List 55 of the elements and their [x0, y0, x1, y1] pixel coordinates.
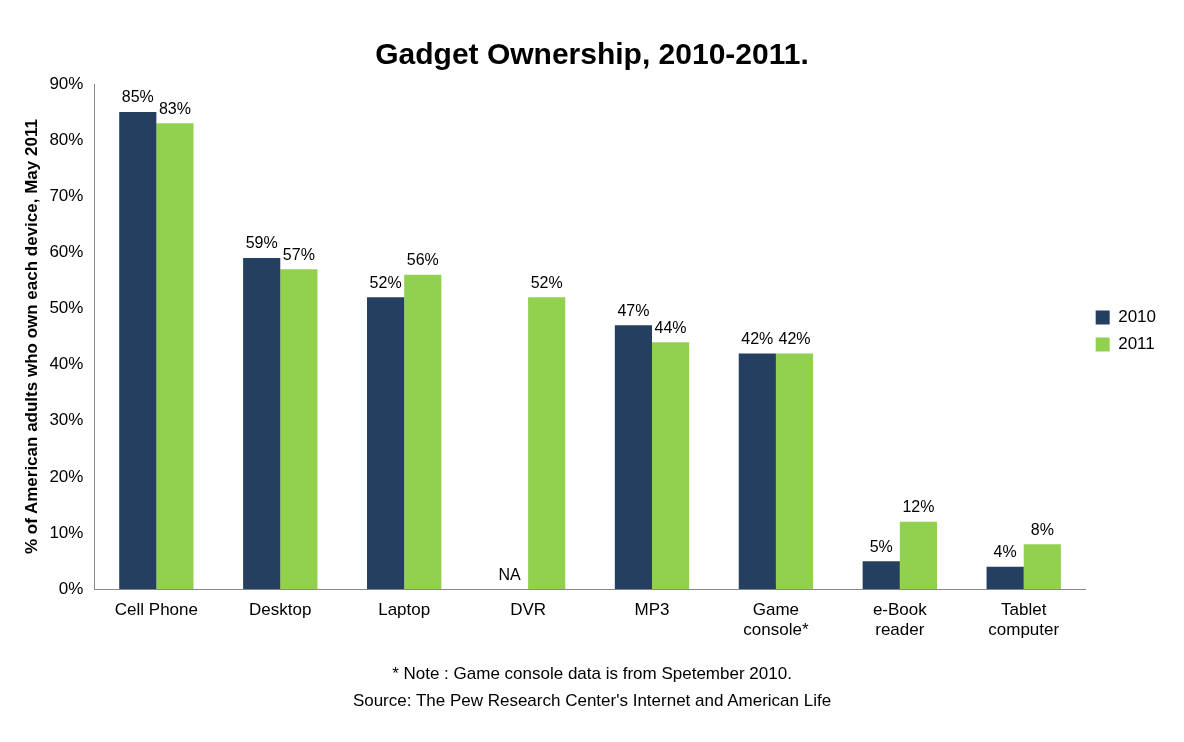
x-tick-label: DVR — [510, 600, 547, 620]
data-label: 52% — [530, 273, 563, 291]
y-axis-title: % of American adults who own each device, May 2011 — [21, 119, 41, 555]
data-label: 57% — [282, 245, 315, 263]
x-tick-label: Tablet computer — [988, 600, 1060, 640]
y-tick-label: 70% — [49, 185, 84, 205]
bar — [652, 342, 690, 590]
data-label: 47% — [617, 301, 650, 319]
y-tick-label: 0% — [58, 578, 84, 598]
y-tick-label: 30% — [49, 410, 84, 430]
y-tick-label: 80% — [49, 129, 84, 149]
x-tick-label: e-Book reader — [872, 600, 928, 640]
y-tick-label: 10% — [49, 522, 84, 542]
legend-label: 2011 — [1118, 334, 1155, 354]
bar — [899, 521, 937, 590]
y-tick-label: 50% — [49, 298, 84, 318]
bar — [404, 274, 442, 590]
y-tick-label: 60% — [49, 242, 84, 262]
bar — [156, 123, 194, 590]
data-label: 59% — [245, 234, 278, 252]
data-label: 5% — [869, 537, 893, 555]
bar — [119, 112, 157, 590]
text: * Note : Game console data is from Spetember 2010. — [391, 663, 793, 685]
bar — [862, 561, 900, 590]
x-tick-label: Cell Phone — [114, 600, 198, 620]
bar — [243, 258, 281, 590]
bar — [528, 297, 566, 590]
bar — [367, 297, 405, 590]
bar — [280, 269, 318, 590]
data-label: 83% — [158, 99, 191, 117]
source-note: Source: The Pew Research Center's Internet and American Life — [351, 690, 833, 712]
data-label: 4% — [993, 543, 1017, 561]
data-label: 44% — [654, 318, 687, 336]
x-tick-label: Desktop — [249, 600, 312, 620]
bar — [775, 353, 814, 590]
x-tick-label: Laptop — [378, 600, 431, 620]
y-tick-label: 20% — [49, 466, 84, 486]
x-tick-label: Game console* — [743, 600, 809, 640]
chart-title: Gadget Ownership, 2010-2011. — [375, 37, 809, 71]
bar — [1023, 544, 1061, 590]
y-tick-label: 40% — [49, 354, 84, 374]
legend-label: 2010 — [1118, 307, 1157, 327]
text: NA — [498, 565, 521, 583]
bar — [738, 353, 776, 590]
data-label: 56% — [406, 251, 439, 269]
data-label: 8% — [1030, 520, 1054, 538]
bar — [986, 566, 1024, 590]
x-tick-label: MP3 — [634, 600, 670, 620]
data-label: 12% — [902, 498, 935, 516]
data-label: 52% — [369, 273, 402, 291]
data-label: 85% — [121, 88, 154, 106]
y-tick-label: 90% — [49, 73, 84, 93]
bar — [614, 325, 653, 590]
data-label: 42% — [741, 329, 774, 347]
data-label: 42% — [778, 329, 811, 347]
